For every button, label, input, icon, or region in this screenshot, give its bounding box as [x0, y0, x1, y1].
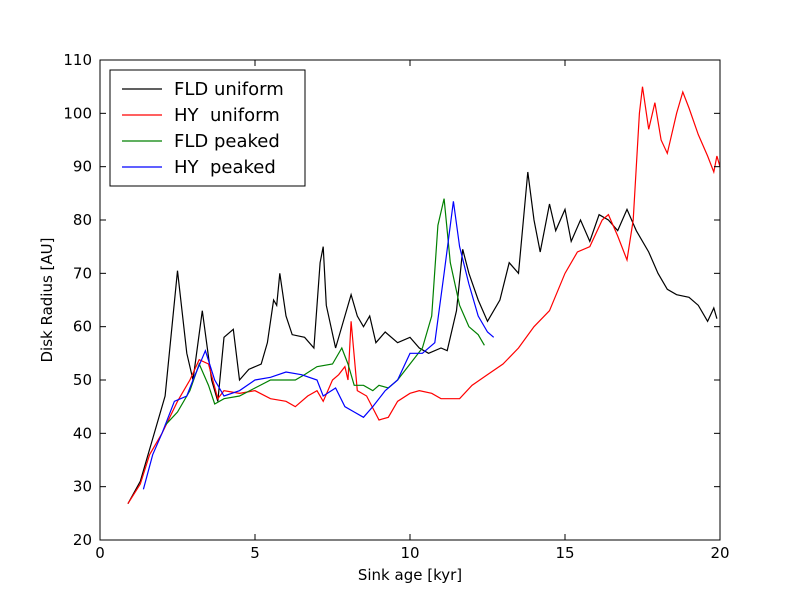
y-tick-label: 90	[73, 158, 92, 176]
y-tick-label: 80	[73, 211, 92, 229]
x-axis-label: Sink age [kyr]	[358, 566, 462, 584]
y-tick-label: 100	[63, 104, 92, 122]
x-tick-label: 10	[400, 544, 419, 562]
legend-label: FLD uniform	[174, 79, 284, 100]
legend-label: HY uniform	[174, 105, 280, 126]
y-tick-label: 40	[73, 424, 92, 442]
y-tick-label: 20	[73, 531, 92, 549]
y-tick-label: 110	[63, 51, 92, 69]
x-tick-label: 5	[250, 544, 260, 562]
y-tick-label: 70	[73, 264, 92, 282]
data-line	[127, 86, 721, 505]
legend-label: HY peaked	[174, 157, 276, 178]
y-tick-label: 30	[73, 478, 92, 496]
y-tick-label: 50	[73, 371, 92, 389]
data-line	[142, 201, 495, 490]
x-tick-label: 0	[95, 544, 105, 562]
y-tick-label: 60	[73, 318, 92, 336]
legend: FLD uniform HY uniform FLD peaked HY peaked	[109, 69, 306, 187]
legend-label: FLD peaked	[174, 131, 280, 152]
data-line	[164, 198, 485, 426]
x-tick-label: 20	[710, 544, 729, 562]
x-tick-label: 15	[555, 544, 574, 562]
y-axis-label: Disk Radius [AU]	[38, 238, 56, 363]
